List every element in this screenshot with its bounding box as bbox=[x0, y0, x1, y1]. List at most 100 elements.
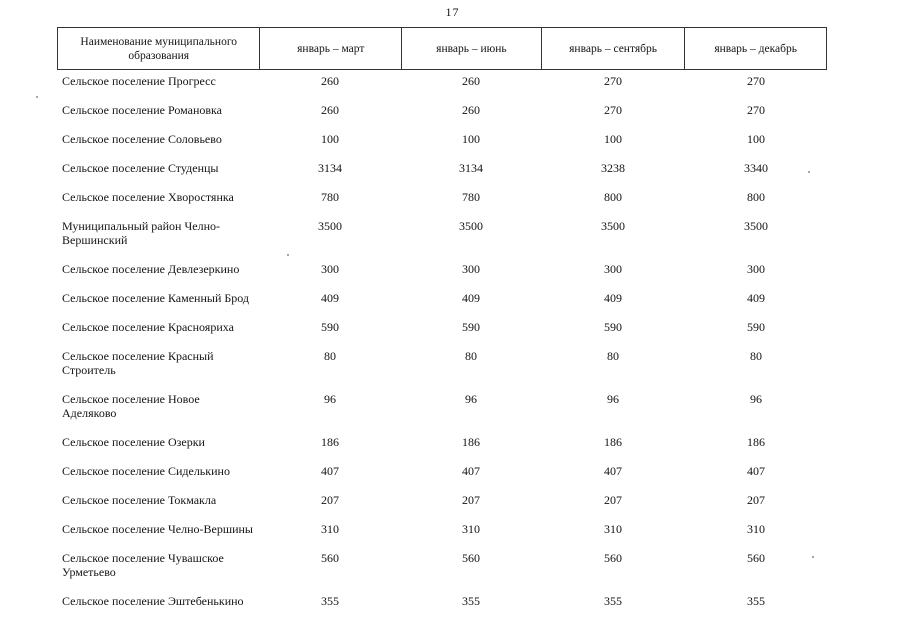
table-row: Сельское поселение Озерки 186 186 186 18… bbox=[57, 435, 827, 449]
value-jan-jun: 186 bbox=[462, 435, 480, 449]
value-jan-sep: 3238 bbox=[601, 161, 625, 175]
value-jan-sep: 207 bbox=[604, 493, 622, 507]
value-jan-sep: 96 bbox=[607, 392, 619, 406]
municipal-values-table: Наименование муниципального образования … bbox=[57, 27, 827, 623]
value-jan-dec: 186 bbox=[747, 435, 765, 449]
value-jan-mar: 207 bbox=[321, 493, 339, 507]
value-jan-jun: 96 bbox=[465, 392, 477, 406]
value-jan-mar: 100 bbox=[321, 132, 339, 146]
municipality-name: Сельское поселение Прогресс bbox=[62, 74, 216, 88]
table-header-row: Наименование муниципального образования … bbox=[57, 27, 827, 70]
value-jan-mar: 355 bbox=[321, 594, 339, 608]
table-row: Сельское поселение Красный Строитель 80 … bbox=[57, 349, 827, 377]
municipality-name: Сельское поселение Соловьево bbox=[62, 132, 222, 146]
municipality-name: Сельское поселение Девлезеркино bbox=[62, 262, 240, 276]
value-jan-mar: 310 bbox=[321, 522, 339, 536]
municipality-name: Сельское поселение Эштебенькино bbox=[62, 594, 244, 608]
municipality-name: Сельское поселение Чувашское Урметьево bbox=[62, 551, 224, 579]
value-jan-sep: 3500 bbox=[601, 219, 625, 233]
value-jan-jun: 310 bbox=[462, 522, 480, 536]
municipality-name: Сельское поселение Озерки bbox=[62, 435, 205, 449]
table-row: Сельское поселение Хворостянка 780 780 8… bbox=[57, 190, 827, 204]
value-jan-dec: 560 bbox=[747, 551, 765, 565]
value-jan-jun: 409 bbox=[462, 291, 480, 305]
table-row: Сельское поселение Романовка 260 260 270… bbox=[57, 103, 827, 117]
value-jan-dec: 96 bbox=[750, 392, 762, 406]
value-jan-dec: 407 bbox=[747, 464, 765, 478]
table-row: Сельское поселение Каменный Брод 409 409… bbox=[57, 291, 827, 305]
table-row: Сельское поселение Токмакла 207 207 207 … bbox=[57, 493, 827, 507]
value-jan-jun: 3134 bbox=[459, 161, 483, 175]
scan-speck bbox=[808, 171, 810, 173]
value-jan-dec: 3340 bbox=[744, 161, 768, 175]
value-jan-sep: 270 bbox=[604, 103, 622, 117]
value-jan-jun: 100 bbox=[462, 132, 480, 146]
value-jan-jun: 260 bbox=[462, 74, 480, 88]
value-jan-sep: 560 bbox=[604, 551, 622, 565]
value-jan-dec: 409 bbox=[747, 291, 765, 305]
value-jan-dec: 3500 bbox=[744, 219, 768, 233]
column-header-jan-sep: январь – сентябрь bbox=[540, 28, 685, 69]
table-row: Сельское поселение Чувашское Урметьево 5… bbox=[57, 551, 827, 579]
table-row: Сельское поселение Соловьево 100 100 100… bbox=[57, 132, 827, 146]
value-jan-jun: 407 bbox=[462, 464, 480, 478]
value-jan-sep: 407 bbox=[604, 464, 622, 478]
value-jan-mar: 80 bbox=[324, 349, 336, 363]
scan-speck bbox=[812, 556, 814, 558]
value-jan-mar: 260 bbox=[321, 74, 339, 88]
table-row: Сельское поселение Эштебенькино 355 355 … bbox=[57, 594, 827, 608]
value-jan-sep: 186 bbox=[604, 435, 622, 449]
value-jan-mar: 590 bbox=[321, 320, 339, 334]
column-header-name: Наименование муниципального образования bbox=[80, 35, 238, 62]
value-jan-sep: 355 bbox=[604, 594, 622, 608]
municipality-name: Муниципальный район Челно-Вершинский bbox=[62, 219, 220, 247]
municipality-name: Сельское поселение Хворостянка bbox=[62, 190, 234, 204]
value-jan-mar: 409 bbox=[321, 291, 339, 305]
value-jan-mar: 186 bbox=[321, 435, 339, 449]
municipality-name: Сельское поселение Краснояриха bbox=[62, 320, 234, 334]
column-header-jan-dec: январь – декабрь bbox=[684, 28, 826, 69]
value-jan-dec: 270 bbox=[747, 103, 765, 117]
table-row: Сельское поселение Сиделькино 407 407 40… bbox=[57, 464, 827, 478]
value-jan-mar: 780 bbox=[321, 190, 339, 204]
value-jan-jun: 590 bbox=[462, 320, 480, 334]
value-jan-jun: 260 bbox=[462, 103, 480, 117]
value-jan-sep: 409 bbox=[604, 291, 622, 305]
municipality-name: Сельское поселение Сиделькино bbox=[62, 464, 230, 478]
municipality-name: Сельское поселение Токмакла bbox=[62, 493, 217, 507]
value-jan-dec: 310 bbox=[747, 522, 765, 536]
table-row: Сельское поселение Прогресс 260 260 270 … bbox=[57, 74, 827, 88]
scan-speck bbox=[287, 254, 289, 256]
value-jan-jun: 3500 bbox=[459, 219, 483, 233]
value-jan-dec: 270 bbox=[747, 74, 765, 88]
value-jan-sep: 800 bbox=[604, 190, 622, 204]
value-jan-dec: 207 bbox=[747, 493, 765, 507]
table-row: Сельское поселение Студенцы 3134 3134 32… bbox=[57, 161, 827, 175]
municipality-name: Сельское поселение Красный Строитель bbox=[62, 349, 214, 377]
value-jan-mar: 560 bbox=[321, 551, 339, 565]
value-jan-jun: 207 bbox=[462, 493, 480, 507]
table-row: Сельское поселение Девлезеркино 300 300 … bbox=[57, 262, 827, 276]
value-jan-mar: 3134 bbox=[318, 161, 342, 175]
municipality-name: Сельское поселение Новое Аделяково bbox=[62, 392, 200, 420]
value-jan-jun: 560 bbox=[462, 551, 480, 565]
value-jan-dec: 300 bbox=[747, 262, 765, 276]
value-jan-dec: 80 bbox=[750, 349, 762, 363]
value-jan-sep: 300 bbox=[604, 262, 622, 276]
value-jan-jun: 80 bbox=[465, 349, 477, 363]
value-jan-sep: 100 bbox=[604, 132, 622, 146]
table-body: Сельское поселение Прогресс 260 260 270 … bbox=[57, 70, 827, 608]
municipality-name: Сельское поселение Романовка bbox=[62, 103, 223, 117]
value-jan-jun: 780 bbox=[462, 190, 480, 204]
value-jan-dec: 590 bbox=[747, 320, 765, 334]
column-header-jan-mar: январь – март bbox=[259, 28, 401, 69]
value-jan-dec: 100 bbox=[747, 132, 765, 146]
value-jan-dec: 800 bbox=[747, 190, 765, 204]
value-jan-jun: 300 bbox=[462, 262, 480, 276]
value-jan-sep: 80 bbox=[607, 349, 619, 363]
table-row: Сельское поселение Челно-Вершины 310 310… bbox=[57, 522, 827, 536]
value-jan-sep: 270 bbox=[604, 74, 622, 88]
municipality-name: Сельское поселение Студенцы bbox=[62, 161, 219, 175]
value-jan-sep: 590 bbox=[604, 320, 622, 334]
